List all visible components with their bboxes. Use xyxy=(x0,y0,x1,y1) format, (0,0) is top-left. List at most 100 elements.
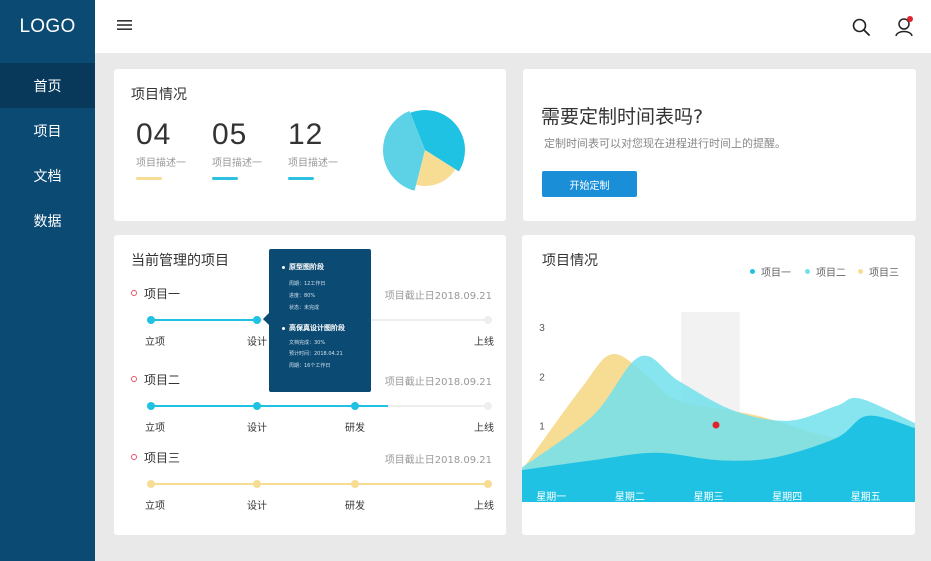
chart-title: 项目情况 xyxy=(542,253,598,269)
project-1-dot xyxy=(131,290,137,296)
project-3-node-1[interactable] xyxy=(147,480,155,488)
project-1-stage-3: 上线 xyxy=(474,337,494,348)
promo-title: 需要定制时间表吗? xyxy=(541,106,704,128)
project-3-stage-3: 研发 xyxy=(345,501,365,512)
project-2-stage-2: 设计 xyxy=(247,423,267,434)
overview-title: 项目情况 xyxy=(131,87,187,103)
stat-1-number: 04 xyxy=(136,118,172,151)
project-2-stage-3: 研发 xyxy=(345,423,365,434)
project-1-progress xyxy=(151,319,257,321)
tooltip-section-2-line-1: 文档完成：30% xyxy=(289,340,326,346)
x-tick-label: 星期二 xyxy=(615,491,645,503)
pie-slice-2[interactable] xyxy=(416,150,456,186)
tooltip-section-1-line-1: 周期：12工作日 xyxy=(289,281,326,287)
area-series-项目二[interactable] xyxy=(522,355,915,475)
project-1-node-1[interactable] xyxy=(147,316,155,324)
project-2-progress xyxy=(151,405,388,407)
project-3-stage-1: 立项 xyxy=(145,501,165,512)
stat-3-number: 12 xyxy=(288,118,324,151)
project-2-dot xyxy=(131,376,137,382)
legend-dot-3 xyxy=(858,269,863,274)
sidebar-item-home[interactable]: 首页 xyxy=(0,63,95,108)
sidebar: LOGO 首页 项目 文档 数据 xyxy=(0,0,95,561)
y-tick-label: 2 xyxy=(539,372,545,383)
tooltip-bullet-2 xyxy=(282,327,285,330)
pie-chart xyxy=(383,110,465,191)
project-3-dot xyxy=(131,454,137,460)
project-3-node-4[interactable] xyxy=(484,480,492,488)
legend-item-1[interactable]: 项目一 xyxy=(750,264,791,279)
stage-tooltip: 原型图阶段 周期：12工作日 进度：80% 状态：未完成 高保真设计图阶段 文档… xyxy=(263,249,371,392)
project-3-node-2[interactable] xyxy=(253,480,261,488)
tooltip-section-2-line-2: 预计时间：2018.04.21 xyxy=(289,351,343,357)
pie-slice-3[interactable] xyxy=(383,110,425,191)
sidebar-item-projects[interactable]: 项目 xyxy=(33,123,62,140)
project-2-name[interactable]: 项目二 xyxy=(144,373,181,387)
project-1-node-3[interactable] xyxy=(484,316,492,324)
legend-label-3: 项目三 xyxy=(869,268,899,279)
x-axis-band xyxy=(522,472,915,502)
area-series-项目一[interactable] xyxy=(522,415,915,475)
area-chart: 0123星期一星期二星期三星期四星期五 xyxy=(522,312,915,503)
start-customize-button[interactable]: 开始定制 xyxy=(542,171,637,197)
x-tick-label: 星期四 xyxy=(772,491,802,503)
project-2-deadline: 项目截止日2018.09.21 xyxy=(384,377,492,388)
project-1-stage-2: 设计 xyxy=(247,337,267,348)
stat-3-bar xyxy=(288,177,314,180)
project-1-name[interactable]: 项目一 xyxy=(144,287,181,301)
legend-label-2: 项目二 xyxy=(816,268,846,279)
search-icon[interactable] xyxy=(851,17,871,37)
project-2-node-2[interactable] xyxy=(253,402,261,410)
project-3-name[interactable]: 项目三 xyxy=(144,451,181,465)
legend-dot-2 xyxy=(805,269,810,274)
project-2-stage-4: 上线 xyxy=(474,423,494,434)
x-tick-label: 星期三 xyxy=(694,491,724,503)
stat-2-label: 项目描述一 xyxy=(212,158,262,169)
menu-icon[interactable] xyxy=(117,18,133,32)
tooltip-section-2-title: 高保真设计图阶段 xyxy=(289,324,345,332)
pie-slice-1[interactable] xyxy=(410,110,465,172)
project-2-node-3[interactable] xyxy=(351,402,359,410)
notification-dot xyxy=(907,16,913,22)
project-3-stage-2: 设计 xyxy=(247,501,267,512)
legend-dot-1 xyxy=(750,269,755,274)
legend-item-3[interactable]: 项目三 xyxy=(858,264,899,279)
y-tick-label: 3 xyxy=(539,323,545,334)
stat-1: 04 项目描述一 xyxy=(136,120,186,180)
stat-2-bar xyxy=(212,177,238,180)
managed-projects-title: 当前管理的项目 xyxy=(131,253,229,269)
stat-1-bar xyxy=(136,177,162,180)
stat-2: 05 项目描述一 xyxy=(212,120,262,180)
tooltip-section-1-title: 原型图阶段 xyxy=(289,263,324,271)
stat-3-label: 项目描述一 xyxy=(288,158,338,169)
project-1-deadline: 项目截止日2018.09.21 xyxy=(384,291,492,302)
x-tick-label: 星期五 xyxy=(851,491,881,503)
y-tick-label: 1 xyxy=(539,422,545,433)
project-3-node-3[interactable] xyxy=(351,480,359,488)
tooltip-bullet-1 xyxy=(282,266,285,269)
project-1-stage-1: 立项 xyxy=(145,337,165,348)
tooltip-section-2-line-3: 周期：16个工作日 xyxy=(289,363,331,369)
topbar xyxy=(95,0,931,53)
tooltip-section-1-line-3: 状态：未完成 xyxy=(289,305,320,311)
data-marker[interactable] xyxy=(712,421,720,429)
promo-desc: 定制时间表可以对您现在进程进行时间上的提醒。 xyxy=(544,137,786,150)
tooltip-section-1-line-2: 进度：80% xyxy=(289,293,316,299)
sidebar-item-data[interactable]: 数据 xyxy=(33,213,62,230)
project-1-node-2[interactable] xyxy=(253,316,261,324)
project-3-progress xyxy=(151,483,488,485)
stat-3: 12 项目描述一 xyxy=(288,120,338,180)
sidebar-item-docs[interactable]: 文档 xyxy=(33,168,62,185)
project-2-node-4[interactable] xyxy=(484,402,492,410)
stat-2-number: 05 xyxy=(212,118,248,151)
project-3-stage-4: 上线 xyxy=(474,501,494,512)
project-2-node-1[interactable] xyxy=(147,402,155,410)
stat-1-label: 项目描述一 xyxy=(136,158,186,169)
user-icon[interactable] xyxy=(893,16,915,38)
x-tick-label: 星期一 xyxy=(536,491,566,503)
legend-label-1: 项目一 xyxy=(761,268,791,279)
project-2-stage-1: 立项 xyxy=(145,423,165,434)
legend-item-2[interactable]: 项目二 xyxy=(805,264,846,279)
project-3-deadline: 项目截止日2018.09.21 xyxy=(384,455,492,466)
logo[interactable]: LOGO xyxy=(19,15,76,37)
